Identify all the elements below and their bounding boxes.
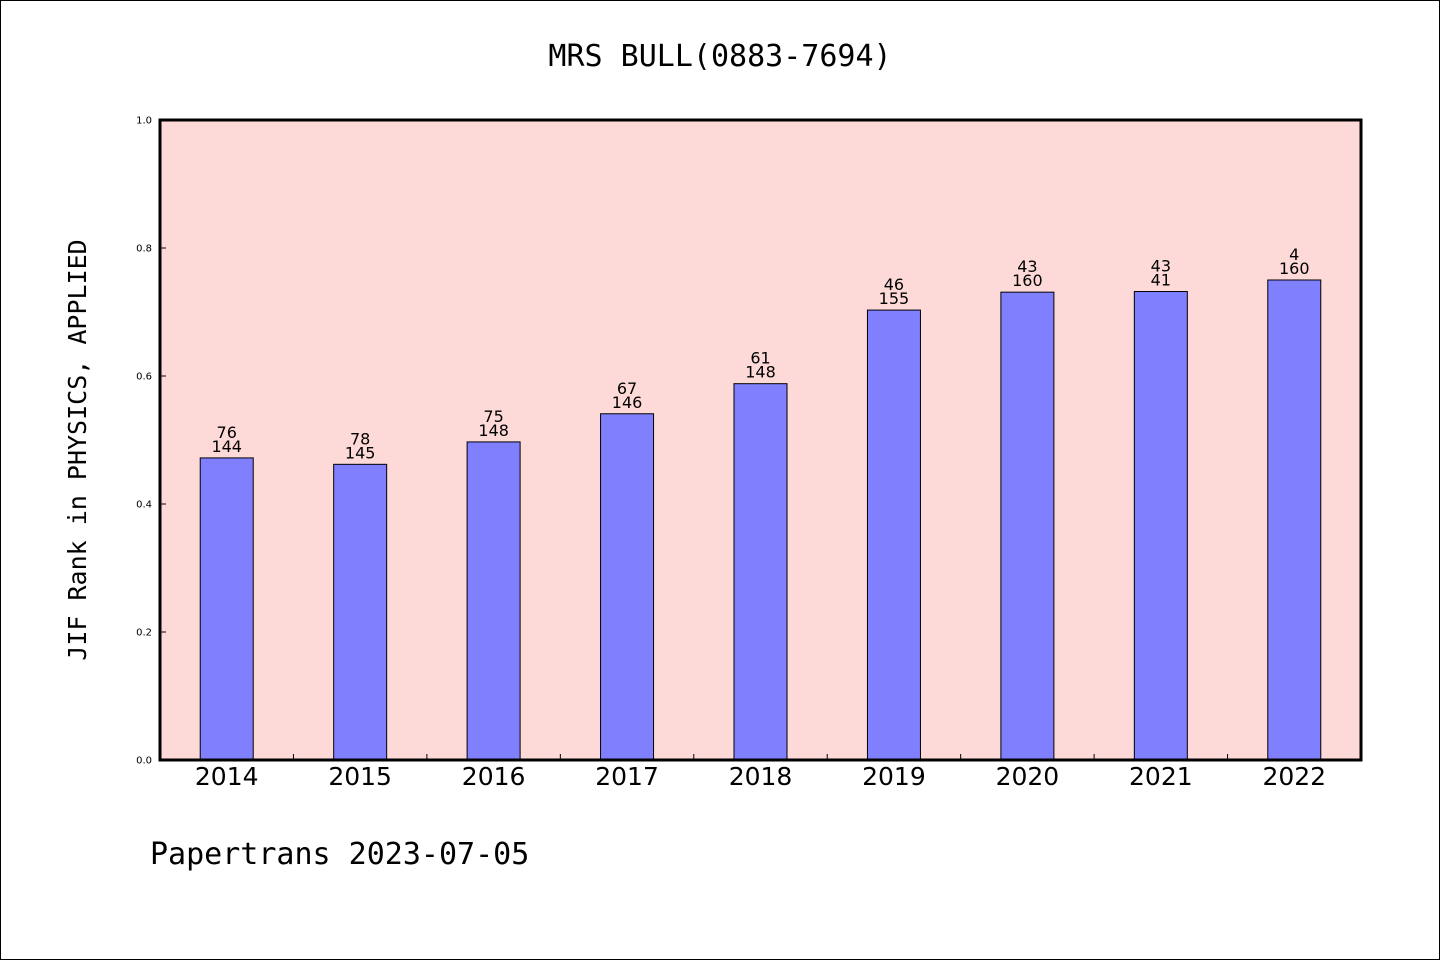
data-label-total: 146 bbox=[612, 393, 643, 412]
x-tick-label: 2019 bbox=[862, 762, 926, 791]
data-label-rank: 43 bbox=[1017, 257, 1037, 276]
x-tick-label: 2020 bbox=[996, 762, 1060, 791]
bar bbox=[333, 463, 388, 761]
bar bbox=[1000, 291, 1055, 761]
data-label-total: 145 bbox=[345, 443, 376, 462]
bar bbox=[600, 413, 655, 761]
x-tick-label: 2018 bbox=[729, 762, 793, 791]
y-tick-label: 0.2 bbox=[136, 628, 152, 639]
data-label-total: 160 bbox=[1012, 271, 1043, 290]
y-tick-label: 1.0 bbox=[136, 116, 152, 127]
data-label-total: 155 bbox=[879, 289, 910, 308]
bar bbox=[466, 441, 521, 761]
x-tick-label: 2021 bbox=[1129, 762, 1193, 791]
data-label-rank: 46 bbox=[884, 275, 904, 294]
x-tick-label: 2016 bbox=[462, 762, 526, 791]
data-label-total: 148 bbox=[745, 363, 776, 382]
bar bbox=[866, 309, 921, 761]
chart-title: MRS BULL(0883-7694) bbox=[548, 39, 891, 74]
y-tick-label: 0.0 bbox=[136, 756, 152, 767]
x-tick-label: 2017 bbox=[595, 762, 659, 791]
data-label-total: 148 bbox=[478, 421, 509, 440]
bar bbox=[199, 457, 254, 761]
x-tick-label: 2014 bbox=[195, 762, 259, 791]
data-label-rank: 61 bbox=[750, 349, 770, 368]
y-tick-label: 0.6 bbox=[136, 372, 152, 383]
bar bbox=[1267, 279, 1322, 761]
data-labels-group: 2014144762015145782016148752017146672018… bbox=[195, 245, 1326, 791]
plot-border bbox=[158, 118, 1363, 762]
y-axis-label: JIF Rank in PHYSICS, APPLIED bbox=[63, 239, 92, 660]
data-label-rank: 67 bbox=[617, 379, 637, 398]
data-label-rank: 78 bbox=[350, 429, 370, 448]
x-tick-label: 2015 bbox=[328, 762, 392, 791]
bar bbox=[1133, 291, 1188, 761]
data-label-rank: 76 bbox=[217, 423, 237, 442]
y-tick-label: 0.4 bbox=[136, 500, 152, 511]
footer-credit: Papertrans 2023-07-05 bbox=[150, 837, 529, 872]
bar bbox=[733, 383, 788, 761]
data-label-rank: 75 bbox=[483, 407, 503, 426]
bars-group bbox=[199, 279, 1322, 761]
data-label-total: 41 bbox=[1151, 271, 1171, 290]
data-label-total: 160 bbox=[1279, 259, 1310, 278]
y-tick-label: 0.8 bbox=[136, 244, 152, 255]
data-label-rank: 4 bbox=[1289, 245, 1299, 264]
data-label-total: 144 bbox=[211, 437, 242, 456]
data-label-rank: 43 bbox=[1151, 257, 1171, 276]
x-tick-label: 2022 bbox=[1262, 762, 1326, 791]
